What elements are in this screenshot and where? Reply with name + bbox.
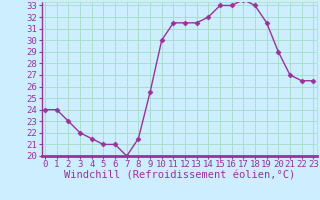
X-axis label: Windchill (Refroidissement éolien,°C): Windchill (Refroidissement éolien,°C) xyxy=(64,171,295,181)
